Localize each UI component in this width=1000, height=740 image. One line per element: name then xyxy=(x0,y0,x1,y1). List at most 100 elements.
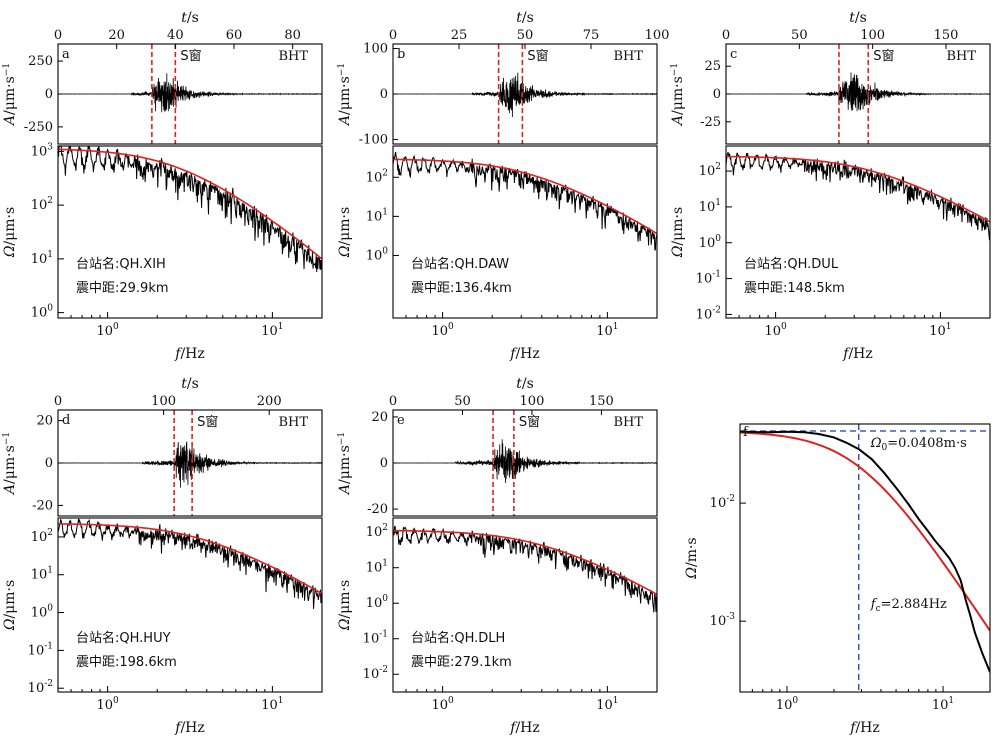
spectrum-frame xyxy=(392,145,658,319)
y-axis-title: Ω/μm·s xyxy=(2,207,18,258)
component-label: BHT xyxy=(613,49,643,64)
y-axis-title: Ω/μm·s xyxy=(337,207,353,258)
x-axis-title: f/Hz xyxy=(174,720,205,736)
waveform-trace xyxy=(726,72,990,112)
y-tick-label: 0 xyxy=(45,456,53,471)
spectrum-fit-curve xyxy=(58,523,322,595)
panel-letter: f xyxy=(743,425,749,440)
s-window-label: S窗 xyxy=(180,48,201,64)
x-tick-label: 101 xyxy=(929,322,951,339)
y-tick-label: 101 xyxy=(699,198,721,215)
waveform-trace xyxy=(58,441,322,488)
spectrum-fit-curve xyxy=(58,148,322,260)
panel-letter: e xyxy=(397,413,405,428)
x-tick-label: 100 xyxy=(151,394,176,409)
x-tick-label: 20 xyxy=(108,28,125,43)
x-tick-label: 100 xyxy=(764,322,787,339)
x-tick-label: 75 xyxy=(583,28,600,43)
y-axis-title: A/μm·s−1 xyxy=(670,63,686,127)
station-name: 台站名:QH.DUL xyxy=(744,256,839,272)
x-axis-title: f/Hz xyxy=(509,346,540,362)
y-axis-title: A/μm·s−1 xyxy=(2,63,18,127)
y-tick-label: -250 xyxy=(24,120,53,135)
x-tick-label: 100 xyxy=(776,696,799,713)
epicentral-distance: 震中距:279.1km xyxy=(411,655,512,670)
y-tick-label: -20 xyxy=(367,502,388,517)
x-tick-label: 150 xyxy=(589,394,614,409)
spectrum-data-trace xyxy=(393,525,657,613)
station-name: 台站名:QH.XIH xyxy=(76,256,166,272)
x-tick-label: 50 xyxy=(517,28,534,43)
y-tick-label: 10-2 xyxy=(363,665,388,682)
omega0-label: Ω0=0.0408m·s xyxy=(870,436,967,453)
component-label: BHT xyxy=(613,415,643,430)
y-tick-label: 100 xyxy=(31,304,54,321)
y-tick-label: 10-1 xyxy=(696,270,721,287)
x-tick-label: 0 xyxy=(54,394,62,409)
panel-letter: d xyxy=(62,413,70,428)
y-axis-title: A/μm·s−1 xyxy=(337,432,353,496)
spectrum-data-trace xyxy=(726,152,990,241)
panel-f-frame xyxy=(739,423,991,693)
panel-c: 0 50 100 150 -25 0 25 t/s A/μm·s−1 c S窗 BHT 100 101 10… xyxy=(670,10,991,362)
x-axis-title: t/s xyxy=(516,376,534,392)
x-tick-label: 50 xyxy=(454,394,471,409)
component-label: BHT xyxy=(278,415,308,430)
y-tick-label: 101 xyxy=(31,250,53,267)
s-window-label: S窗 xyxy=(873,48,894,64)
y-tick-label: 10-1 xyxy=(28,641,53,658)
y-axis-title: Ω/μm·s xyxy=(670,207,686,258)
x-axis-title: t/s xyxy=(849,10,867,26)
x-tick-label: 100 xyxy=(645,28,670,43)
y-tick-label: -100 xyxy=(359,132,388,147)
y-tick-label: 0 xyxy=(380,456,388,471)
x-tick-label: 150 xyxy=(934,28,959,43)
waveform-trace xyxy=(58,73,322,113)
y-tick-label: 100 xyxy=(699,234,722,251)
waveform-trace xyxy=(393,439,657,483)
x-tick-label: 100 xyxy=(96,322,119,339)
y-tick-label: 10-1 xyxy=(363,630,388,647)
x-tick-label: 60 xyxy=(226,28,243,43)
y-tick-label: 0 xyxy=(713,87,721,102)
y-tick-label: -20 xyxy=(32,498,53,513)
y-tick-label: 102 xyxy=(699,162,721,179)
spectrum-fit-curve xyxy=(393,158,657,235)
y-tick-label: 10-2 xyxy=(710,494,735,511)
epicentral-distance: 震中距:136.4km xyxy=(411,281,512,296)
x-tick-label: 80 xyxy=(284,28,301,43)
y-tick-label: 100 xyxy=(31,604,54,621)
x-tick-label: 200 xyxy=(257,394,282,409)
y-axis-title: A/μm·s−1 xyxy=(337,63,353,127)
x-tick-label: 25 xyxy=(451,28,468,43)
x-tick-label: 100 xyxy=(860,28,885,43)
x-tick-label: 50 xyxy=(791,28,808,43)
spectrum-data-trace xyxy=(58,518,322,609)
y-tick-label: 100 xyxy=(363,42,388,57)
y-tick-label: 20 xyxy=(371,410,388,425)
spectrum-frame xyxy=(725,145,991,319)
x-tick-label: 100 xyxy=(431,696,454,713)
y-tick-label: 25 xyxy=(704,59,721,74)
spectrum-data-trace xyxy=(58,146,322,272)
station-name: 台站名:QH.DAW xyxy=(411,256,509,272)
y-tick-label: 101 xyxy=(366,207,388,224)
station-name: 台站名:QH.DLH xyxy=(411,630,505,646)
x-tick-label: 0 xyxy=(389,28,397,43)
spectrum-fit-curve xyxy=(726,155,990,223)
y-tick-label: 20 xyxy=(36,414,53,429)
y-axis-title: Ω/μm·s xyxy=(2,580,18,631)
y-tick-label: 10-2 xyxy=(696,305,721,322)
x-axis-title: f/Hz xyxy=(509,720,540,736)
epicentral-distance: 震中距:198.6km xyxy=(76,655,177,670)
station-name: 台站名:QH.HUY xyxy=(76,630,171,646)
waveform-trace xyxy=(393,72,657,117)
y-tick-label: 102 xyxy=(366,523,388,540)
x-tick-label: 101 xyxy=(261,322,283,339)
component-label: BHT xyxy=(946,49,976,64)
